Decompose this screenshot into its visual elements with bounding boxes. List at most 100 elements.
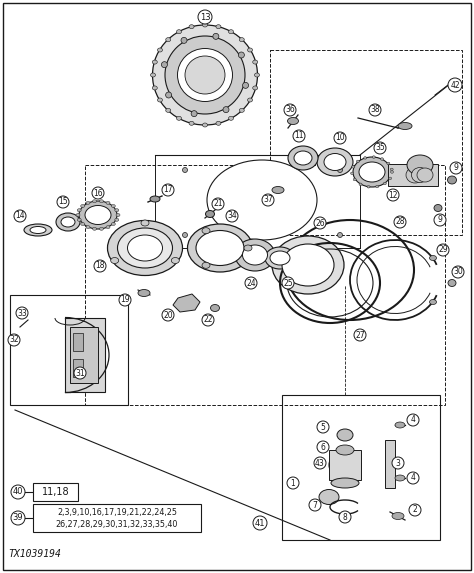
Text: 1: 1 <box>291 478 295 488</box>
Bar <box>73 333 83 351</box>
Circle shape <box>369 104 381 116</box>
Ellipse shape <box>395 166 415 184</box>
Bar <box>33 483 78 501</box>
Ellipse shape <box>213 33 219 40</box>
Ellipse shape <box>202 262 210 268</box>
Ellipse shape <box>111 222 115 226</box>
Circle shape <box>162 309 174 321</box>
Circle shape <box>11 511 25 525</box>
Ellipse shape <box>417 168 433 182</box>
Ellipse shape <box>390 168 393 171</box>
Ellipse shape <box>157 98 163 102</box>
Circle shape <box>92 187 104 199</box>
Text: 34: 34 <box>227 211 237 221</box>
Ellipse shape <box>265 247 295 269</box>
Circle shape <box>448 78 462 92</box>
Ellipse shape <box>152 60 157 64</box>
Ellipse shape <box>253 60 258 64</box>
Ellipse shape <box>288 146 318 170</box>
Ellipse shape <box>272 186 284 194</box>
Text: 40: 40 <box>13 488 23 496</box>
Ellipse shape <box>239 38 244 42</box>
Ellipse shape <box>56 213 80 231</box>
Text: 37: 37 <box>263 195 273 205</box>
Circle shape <box>374 142 386 154</box>
Ellipse shape <box>337 167 343 172</box>
Text: 27: 27 <box>355 331 365 339</box>
Text: 39: 39 <box>13 513 23 523</box>
Circle shape <box>354 329 366 341</box>
Ellipse shape <box>106 201 110 205</box>
Ellipse shape <box>381 158 383 160</box>
Circle shape <box>202 314 214 326</box>
Ellipse shape <box>165 36 245 114</box>
Ellipse shape <box>79 201 117 229</box>
Circle shape <box>317 421 329 433</box>
Text: 2: 2 <box>413 505 418 515</box>
Ellipse shape <box>151 73 155 77</box>
Ellipse shape <box>77 218 81 221</box>
Bar <box>385 440 395 488</box>
Ellipse shape <box>24 224 52 236</box>
Circle shape <box>14 210 26 222</box>
Ellipse shape <box>288 117 299 124</box>
Circle shape <box>226 210 238 222</box>
Circle shape <box>293 130 305 142</box>
Circle shape <box>16 307 28 319</box>
Ellipse shape <box>189 25 194 29</box>
Ellipse shape <box>391 171 393 173</box>
Text: 11: 11 <box>294 131 304 140</box>
Ellipse shape <box>115 209 119 211</box>
Ellipse shape <box>411 167 428 182</box>
Circle shape <box>452 266 464 278</box>
Ellipse shape <box>181 37 187 44</box>
Ellipse shape <box>395 475 405 481</box>
Ellipse shape <box>243 245 267 265</box>
Circle shape <box>392 457 404 469</box>
Bar <box>282 395 440 540</box>
Ellipse shape <box>152 86 157 90</box>
Ellipse shape <box>270 251 290 265</box>
Ellipse shape <box>153 25 257 125</box>
Circle shape <box>282 277 294 289</box>
Text: 26,27,28,29,30,31,32,33,35,40: 26,27,28,29,30,31,32,33,35,40 <box>56 520 178 529</box>
Bar <box>73 359 83 377</box>
Ellipse shape <box>253 86 258 90</box>
Text: 29: 29 <box>438 245 448 254</box>
Ellipse shape <box>429 300 437 304</box>
Circle shape <box>394 216 406 228</box>
Ellipse shape <box>210 304 219 312</box>
Ellipse shape <box>244 245 252 251</box>
Text: TX1039194: TX1039194 <box>8 549 61 559</box>
Text: 12: 12 <box>388 190 398 199</box>
Ellipse shape <box>367 186 370 188</box>
Ellipse shape <box>157 48 163 52</box>
Text: 32: 32 <box>9 336 19 344</box>
Ellipse shape <box>81 205 85 207</box>
Ellipse shape <box>182 233 188 237</box>
Text: 14: 14 <box>15 211 25 221</box>
Ellipse shape <box>166 108 171 112</box>
Ellipse shape <box>247 48 253 52</box>
Text: 31: 31 <box>75 368 85 378</box>
Ellipse shape <box>398 123 412 129</box>
Ellipse shape <box>235 239 275 271</box>
Bar <box>388 164 438 186</box>
Circle shape <box>74 367 86 379</box>
Ellipse shape <box>239 108 244 112</box>
Ellipse shape <box>228 30 234 34</box>
Text: 15: 15 <box>58 198 68 206</box>
Ellipse shape <box>188 224 253 272</box>
Ellipse shape <box>166 38 171 42</box>
Text: 43: 43 <box>315 458 325 468</box>
Ellipse shape <box>317 148 353 176</box>
Circle shape <box>434 214 446 226</box>
Ellipse shape <box>359 162 385 182</box>
Circle shape <box>94 260 106 272</box>
Circle shape <box>119 294 131 306</box>
Ellipse shape <box>294 151 312 165</box>
Ellipse shape <box>100 200 103 203</box>
Ellipse shape <box>128 235 163 261</box>
Ellipse shape <box>77 209 81 211</box>
Text: 35: 35 <box>375 143 385 152</box>
